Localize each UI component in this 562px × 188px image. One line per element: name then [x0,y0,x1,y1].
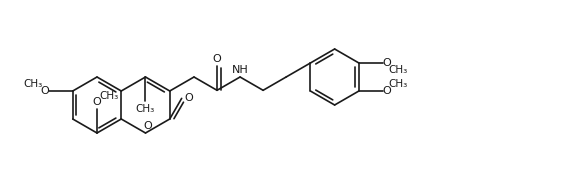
Text: CH₃: CH₃ [136,104,155,114]
Text: O: O [382,58,391,68]
Text: O: O [143,121,152,131]
Text: O: O [212,55,221,64]
Text: NH: NH [232,65,248,75]
Text: O: O [184,93,193,103]
Text: CH₃: CH₃ [388,79,407,89]
Text: O: O [93,97,101,107]
Text: CH₃: CH₃ [99,91,119,101]
Text: O: O [40,86,49,96]
Text: CH₃: CH₃ [388,65,407,75]
Text: CH₃: CH₃ [24,79,43,89]
Text: O: O [382,86,391,96]
